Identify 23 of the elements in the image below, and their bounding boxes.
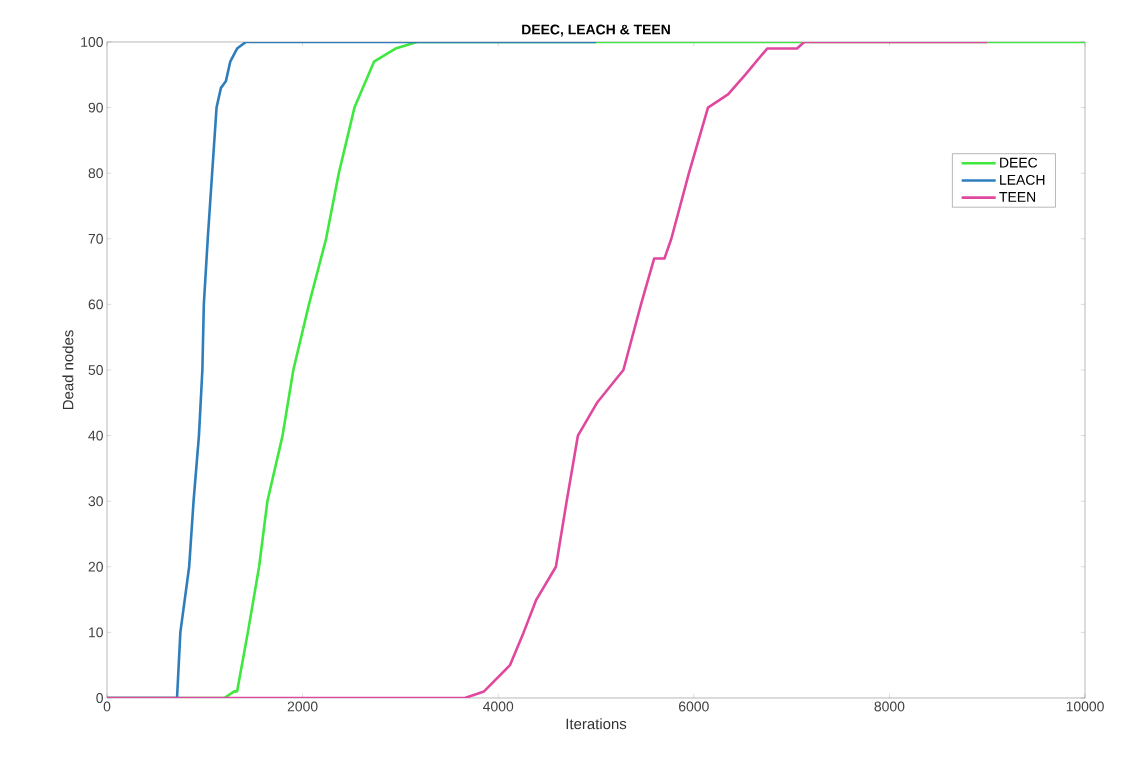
x-tick-label: 6000 xyxy=(679,701,709,712)
y-tick-label: 40 xyxy=(88,430,103,441)
x-tick-label: 2000 xyxy=(287,701,318,712)
y-tick-label: 50 xyxy=(88,365,103,375)
legend-label: TEEN xyxy=(999,192,1036,202)
y-axis-title: Dead nodes xyxy=(62,330,74,410)
y-tick-label: 0 xyxy=(96,693,103,703)
x-tick-label: 8000 xyxy=(874,701,905,712)
y-tick-label: 10 xyxy=(89,627,103,638)
y-tick-label: 20 xyxy=(88,561,103,572)
y-tick-label: 60 xyxy=(88,299,103,310)
x-axis-title: Iterations xyxy=(566,718,627,730)
y-tick-label: 90 xyxy=(88,102,103,113)
chart-title: DEEC, LEACH & TEEN xyxy=(522,24,670,37)
y-tick-label: 80 xyxy=(88,168,103,179)
x-tick-label: 10000 xyxy=(1066,701,1104,712)
legend-label: DEEC xyxy=(1000,157,1038,168)
y-tick-label: 100 xyxy=(81,37,103,47)
y-tick-label: 70 xyxy=(88,233,103,244)
legend-label: LEACH xyxy=(1000,174,1045,185)
x-tick-label: 4000 xyxy=(483,701,514,712)
x-tick-label: 0 xyxy=(103,701,111,712)
y-tick-label: 30 xyxy=(88,496,103,507)
